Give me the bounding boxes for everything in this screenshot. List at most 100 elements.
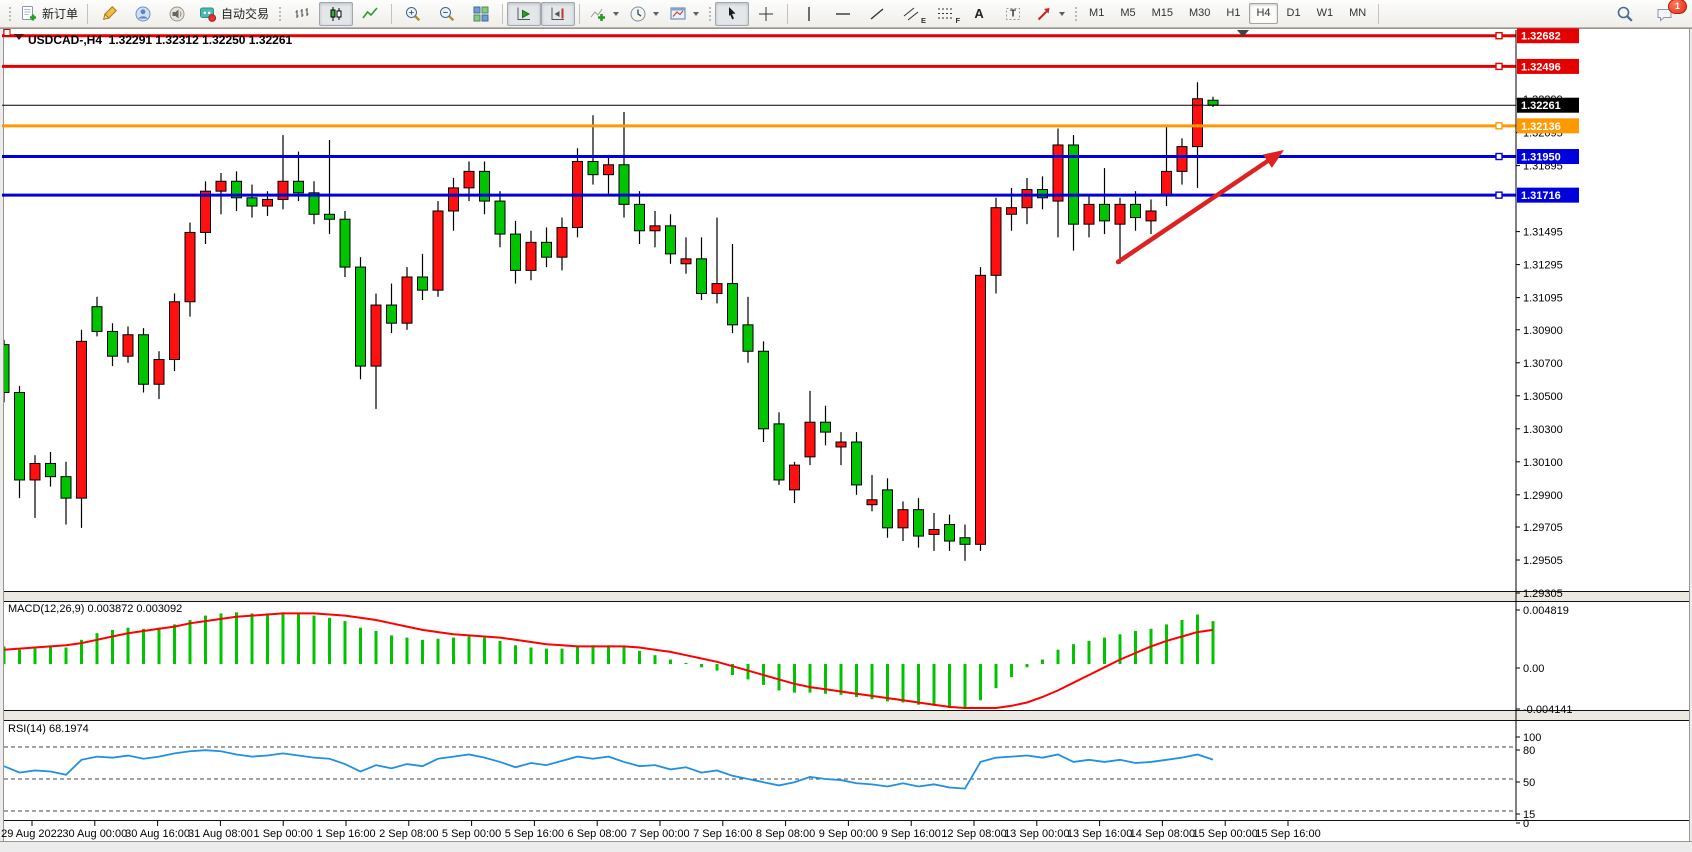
notifications-button[interactable]: 1 <box>1648 0 1687 26</box>
svg-text:1.30700: 1.30700 <box>1523 358 1563 370</box>
svg-text:15: 15 <box>1523 809 1535 821</box>
fibonacci-glyph: F <box>955 16 961 25</box>
svg-text:9 Sep 00:00: 9 Sep 00:00 <box>819 828 878 840</box>
trendline-icon <box>870 7 884 20</box>
tile-windows-icon <box>473 6 489 21</box>
autotrading-label: 自动交易 <box>221 7 270 21</box>
svg-text:1.31950: 1.31950 <box>1521 152 1561 164</box>
crosshair-icon <box>759 6 774 21</box>
timeframe-h1[interactable]: H1 <box>1226 7 1241 19</box>
candlestick-mode-button[interactable] <box>319 1 354 26</box>
horizontal-level-lines[interactable] <box>2 32 1516 199</box>
svg-text:9 Sep 16:00: 9 Sep 16:00 <box>882 828 941 840</box>
bar-chart-icon <box>295 7 309 18</box>
periods-button[interactable] <box>624 2 664 26</box>
text-tool-button[interactable]: A <box>962 2 996 26</box>
svg-text:1.30900: 1.30900 <box>1523 325 1563 337</box>
svg-text:1.29305: 1.29305 <box>1523 588 1563 600</box>
toolbar-drag-handle[interactable] <box>7 4 12 23</box>
search-button[interactable] <box>1608 2 1642 26</box>
svg-text:13 Sep 00:00: 13 Sep 00:00 <box>1004 828 1069 840</box>
price-badge: 1.32682 <box>1517 28 1579 44</box>
svg-text:1.32136: 1.32136 <box>1521 121 1561 133</box>
one-click-trading-toggle[interactable] <box>3 29 24 41</box>
svg-text:5 Sep 00:00: 5 Sep 00:00 <box>442 828 501 840</box>
rsi-indicator-label: RSI(14) 68.1974 <box>8 723 89 735</box>
svg-text:1.31716: 1.31716 <box>1521 190 1561 202</box>
timeframe-m30[interactable]: M30 <box>1189 7 1211 19</box>
svg-text:7 Sep 00:00: 7 Sep 00:00 <box>630 828 689 840</box>
chart-shift-icon <box>551 7 565 20</box>
chart-shift-button[interactable] <box>541 1 576 26</box>
timeframe-mn[interactable]: MN <box>1349 7 1367 19</box>
svg-text:13 Sep 16:00: 13 Sep 16:00 <box>1067 828 1132 840</box>
dropdown-caret-icon <box>613 11 620 16</box>
toolbar-separator <box>391 3 393 24</box>
svg-text:30 Aug 16:00: 30 Aug 16:00 <box>125 828 190 840</box>
indicators-button[interactable] <box>584 2 624 26</box>
svg-text:-0.004141: -0.004141 <box>1523 704 1573 716</box>
svg-text:0.00: 0.00 <box>1523 663 1544 675</box>
cursor-tool-button[interactable] <box>715 1 750 26</box>
horizontal-line-tool-button[interactable] <box>826 2 860 26</box>
timeframe-m1[interactable]: M1 <box>1089 7 1105 19</box>
fibonacci-tool-button[interactable]: F <box>928 2 962 26</box>
toolbar-drag-handle[interactable] <box>707 4 713 23</box>
level-line-handle <box>1495 191 1503 199</box>
svg-text:1.32682: 1.32682 <box>1521 31 1561 43</box>
channel-glyph: E <box>921 16 927 25</box>
channel-tool-button[interactable]: E <box>894 2 928 26</box>
macd-histogram <box>4 612 1215 708</box>
bar-chart-mode-button[interactable] <box>285 2 319 26</box>
toolbar-separator <box>579 3 581 24</box>
profile-button[interactable] <box>126 2 160 26</box>
cursor-icon <box>729 6 736 19</box>
timeframe-w1[interactable]: W1 <box>1316 7 1334 19</box>
line-chart-mode-button[interactable] <box>353 2 387 26</box>
label-tool-button[interactable]: T <box>996 2 1030 26</box>
templates-button[interactable] <box>664 2 704 26</box>
vertical-line-tool-button[interactable] <box>792 2 826 26</box>
timeframe-h4[interactable]: H4 <box>1249 3 1278 24</box>
crosshair-tool-button[interactable] <box>749 2 783 26</box>
fibonacci-icon <box>938 8 953 18</box>
toolbar-right-group: 1 <box>1608 0 1688 26</box>
label-tool-glyph: T <box>1009 7 1017 19</box>
timeframe-m15[interactable]: M15 <box>1151 7 1173 19</box>
dropdown-caret-icon <box>1059 11 1066 16</box>
autotrading-button[interactable]: 自动交易 <box>194 2 274 26</box>
template-icon <box>670 7 686 19</box>
arrows-tool-button[interactable] <box>1030 2 1070 26</box>
price-badge: 1.32136 <box>1517 118 1579 134</box>
new-order-button[interactable]: 新订单 <box>15 2 83 26</box>
trend-arrow-annotation[interactable] <box>1115 150 1284 265</box>
text-tool-glyph: A <box>974 6 984 21</box>
price-badge: 1.32261 <box>1517 97 1579 113</box>
trendline-tool-button[interactable] <box>860 2 894 26</box>
macd-indicator-label: MACD(12,26,9) 0.003872 0.003092 <box>8 603 183 615</box>
toolbar-drag-handle[interactable] <box>1073 4 1079 23</box>
tile-windows-button[interactable] <box>464 2 498 26</box>
toolbar-drag-handle[interactable] <box>277 4 283 23</box>
panel-separator[interactable] <box>4 592 1689 601</box>
timeframe-m5[interactable]: M5 <box>1120 7 1136 19</box>
svg-text:31 Aug 08:00: 31 Aug 08:00 <box>188 828 253 840</box>
panel-separator[interactable] <box>4 711 1689 720</box>
zoom-out-button[interactable] <box>430 2 464 26</box>
toolbar-separator <box>502 3 504 24</box>
timeframe-d1[interactable]: D1 <box>1286 7 1301 19</box>
svg-text:1.30100: 1.30100 <box>1523 457 1563 469</box>
svg-text:1 Sep 00:00: 1 Sep 00:00 <box>254 828 313 840</box>
new-chart-button[interactable] <box>92 2 126 26</box>
autotrading-icon <box>200 7 217 22</box>
chart-shift-marker[interactable] <box>1237 30 1249 37</box>
svg-text:1 Sep 16:00: 1 Sep 16:00 <box>316 828 375 840</box>
vertical-line-icon <box>808 6 810 21</box>
news-sound-button[interactable] <box>160 2 194 26</box>
zoom-in-button[interactable] <box>396 2 430 26</box>
svg-text:0.004819: 0.004819 <box>1523 605 1569 617</box>
svg-text:1.29505: 1.29505 <box>1523 555 1563 567</box>
auto-scroll-button[interactable] <box>507 1 542 26</box>
